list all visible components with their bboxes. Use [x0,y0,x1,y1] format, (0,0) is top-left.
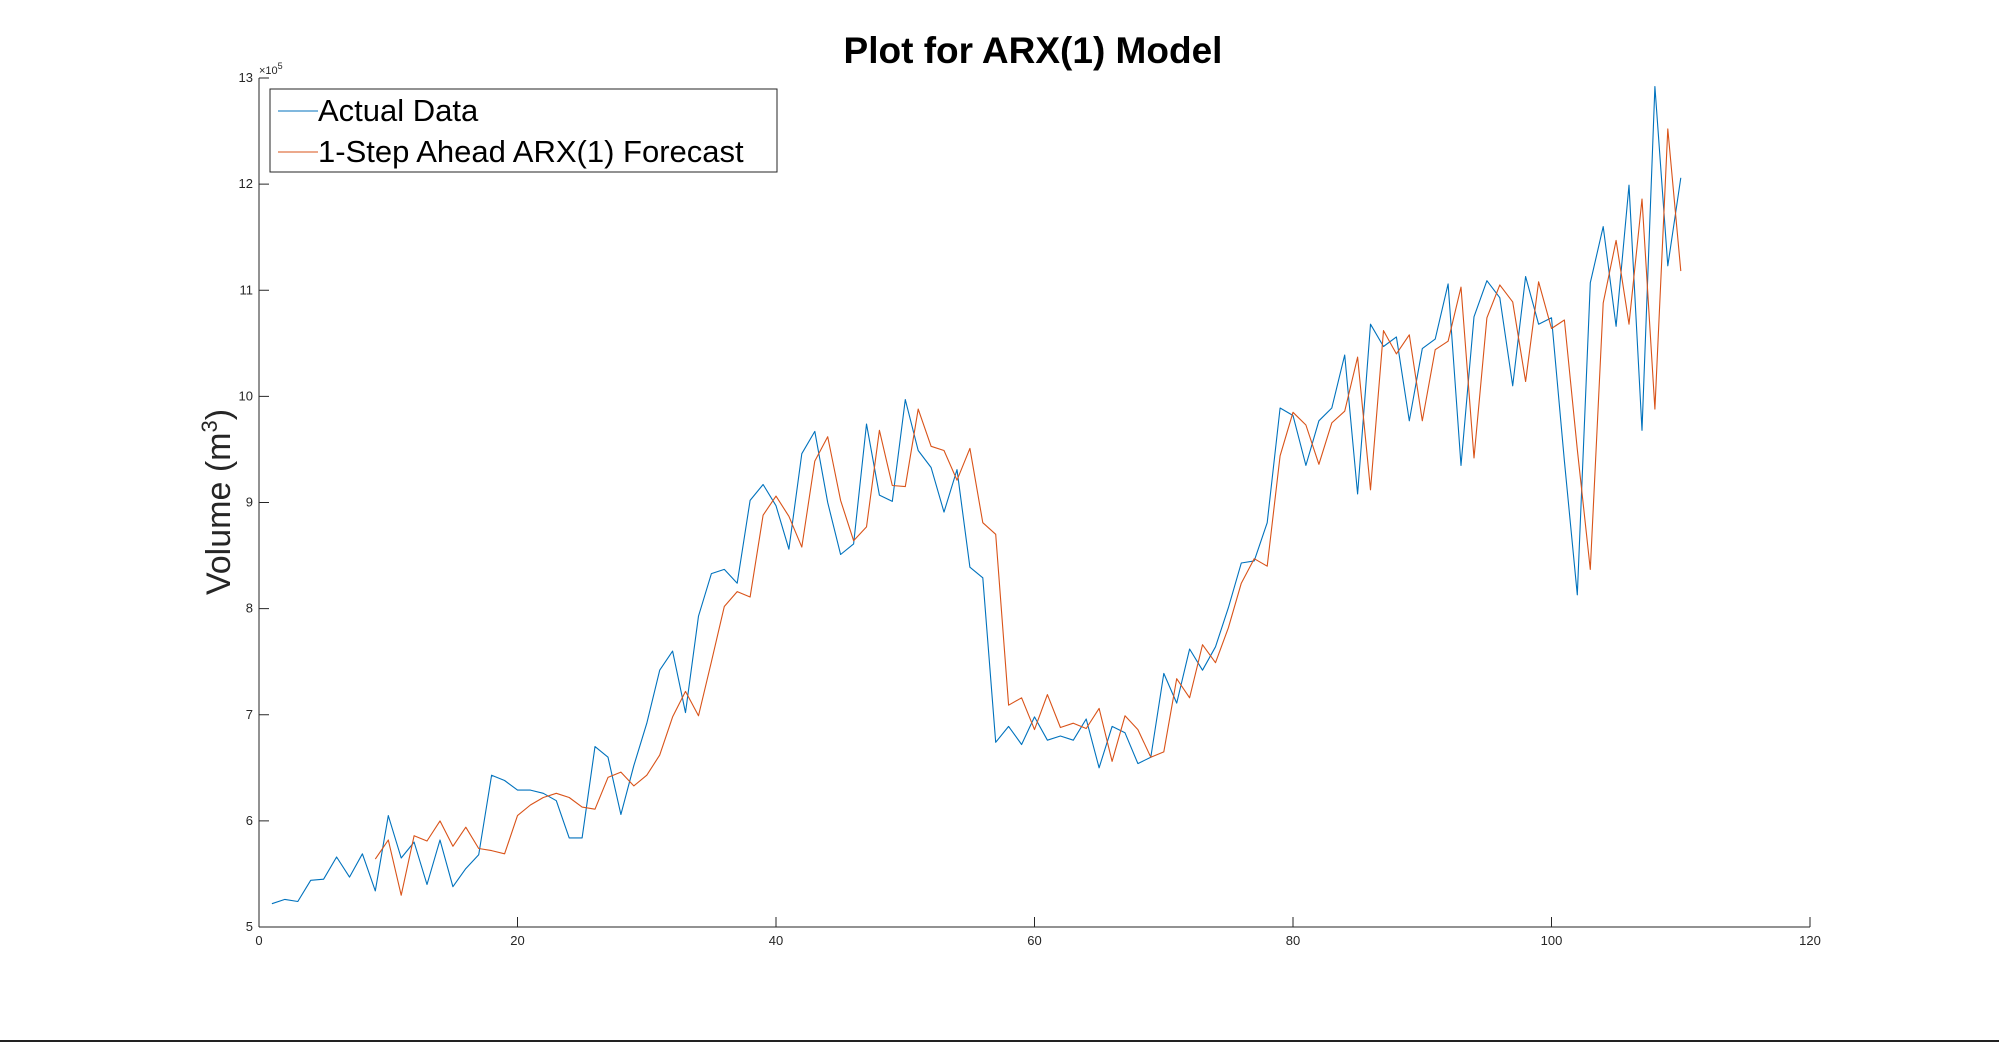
legend-box [269,88,778,173]
y-tick-label: 6 [246,813,253,828]
y-axis-label-text: Volume (m [200,433,238,596]
y-tick-label: 13 [239,70,253,85]
y-tick-label: 8 [246,601,253,616]
y-axis-label-superscript: 3 [197,420,222,432]
y-tick-label: 10 [239,388,253,403]
y-tick-label: 7 [246,707,253,722]
x-tick-label: 0 [255,933,262,948]
y-tick-label: 11 [240,282,254,297]
y-tick-label: 5 [246,919,253,934]
x-tick-label: 120 [1799,933,1821,948]
series-layer [271,85,1682,905]
y-axis-label: Volume (m3) [197,409,238,595]
x-tick-label: 20 [510,933,524,948]
y-tick-label: 12 [239,176,253,191]
legend-label-forecast: 1-Step Ahead ARX(1) Forecast [318,134,744,169]
y-ticks: 5 6 7 8 9 10 11 12 13 [239,70,269,934]
y-exponent-base: ×10 [259,65,278,77]
series-line-forecast [374,128,1682,896]
legend-label-actual: Actual Data [318,93,479,128]
x-tick-label: 80 [1286,933,1300,948]
y-exponent-label: ×105 [259,61,283,77]
chart-title: Plot for ARX(1) Model [844,30,1223,71]
x-tick-label: 60 [1027,933,1041,948]
y-axis-label-close: ) [200,409,238,420]
y-tick-label: 9 [246,495,253,510]
x-ticks: 0 20 40 60 80 100 120 [255,917,1821,948]
x-tick-label: 40 [769,933,783,948]
bottom-border [0,1040,1999,1042]
y-exponent-power: 5 [278,61,283,71]
series-line-actual-data [271,85,1682,905]
x-tick-label: 100 [1541,933,1563,948]
chart-axes [258,78,1810,928]
legend: Actual Data 1-Step Ahead ARX(1) Forecast [269,88,778,173]
